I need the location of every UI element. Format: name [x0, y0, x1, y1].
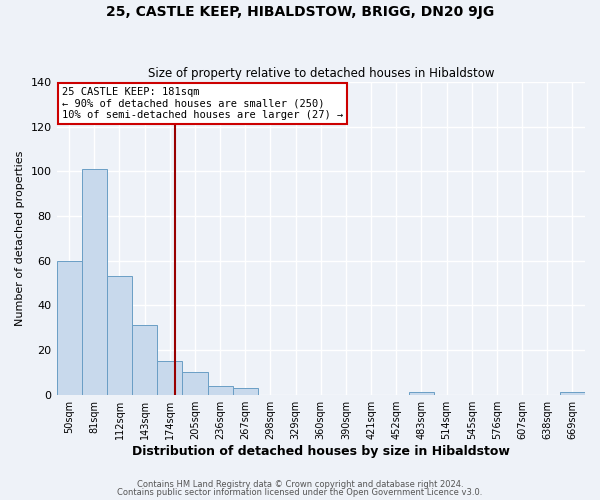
Text: 25 CASTLE KEEP: 181sqm
← 90% of detached houses are smaller (250)
10% of semi-de: 25 CASTLE KEEP: 181sqm ← 90% of detached… [62, 86, 343, 120]
Text: Contains HM Land Registry data © Crown copyright and database right 2024.: Contains HM Land Registry data © Crown c… [137, 480, 463, 489]
Bar [107, 276, 132, 394]
Bar [56, 260, 82, 394]
Bar [157, 361, 182, 394]
Bar [182, 372, 208, 394]
Title: Size of property relative to detached houses in Hibaldstow: Size of property relative to detached ho… [148, 66, 494, 80]
Bar [82, 169, 107, 394]
Bar [132, 326, 157, 394]
Bar [560, 392, 585, 394]
Y-axis label: Number of detached properties: Number of detached properties [15, 150, 25, 326]
X-axis label: Distribution of detached houses by size in Hibaldstow: Distribution of detached houses by size … [132, 444, 510, 458]
Text: 25, CASTLE KEEP, HIBALDSTOW, BRIGG, DN20 9JG: 25, CASTLE KEEP, HIBALDSTOW, BRIGG, DN20… [106, 5, 494, 19]
Text: Contains public sector information licensed under the Open Government Licence v3: Contains public sector information licen… [118, 488, 482, 497]
Bar [233, 388, 258, 394]
Bar [409, 392, 434, 394]
Bar [208, 386, 233, 394]
